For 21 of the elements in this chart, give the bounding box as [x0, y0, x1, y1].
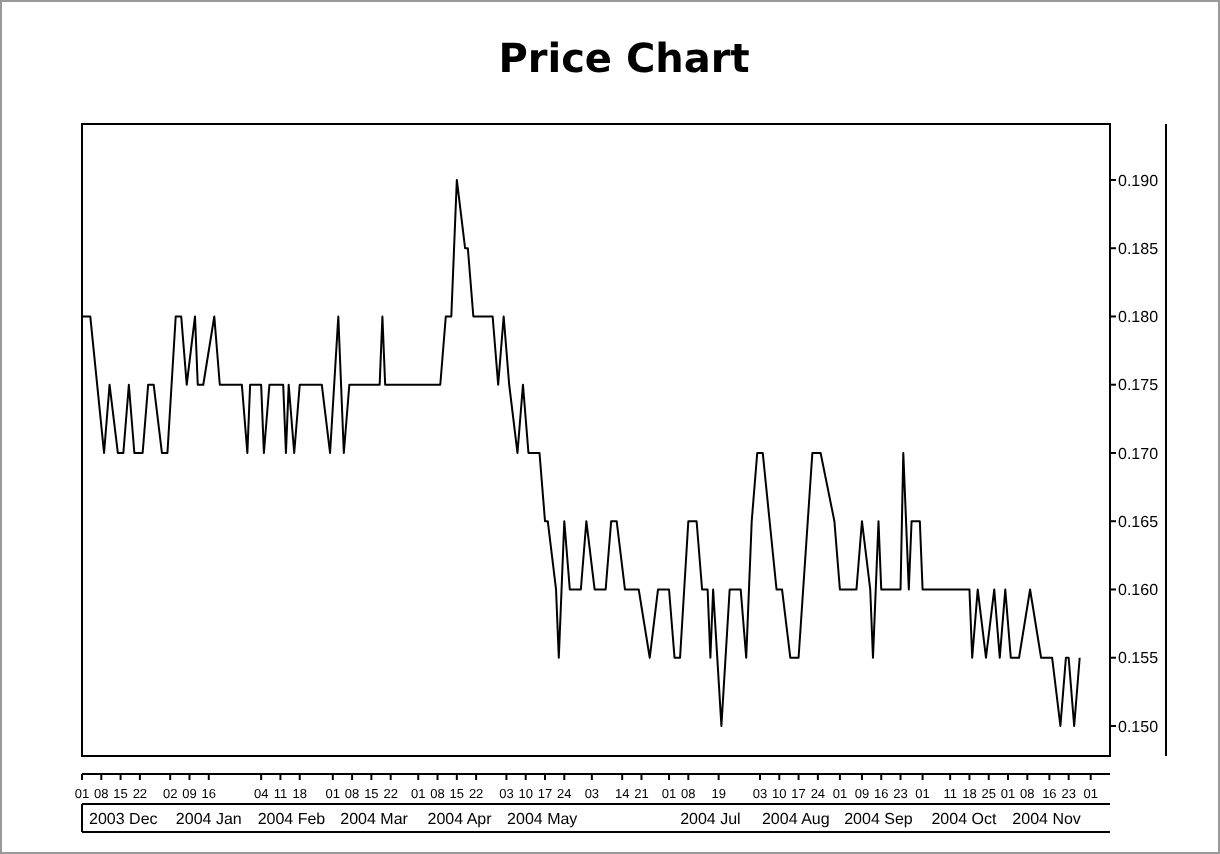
- y-tick-label: 0.180: [1118, 308, 1160, 327]
- y-tick-label: 0.190: [1118, 171, 1160, 190]
- x2-tick-label: 2003 Dec: [89, 810, 158, 828]
- x2-tick-label: 2004 Aug: [762, 810, 830, 828]
- x2-tick-label: 2004 Feb: [257, 810, 327, 828]
- y-tick-label: 0.150: [1118, 717, 1160, 736]
- y-tick-label: 0.160: [1118, 581, 1160, 600]
- x2-tick-label: 2004 Jul: [680, 810, 742, 828]
- y-tick-label: 0.170: [1118, 444, 1160, 463]
- x2-tick-label: 2004 Nov: [1012, 810, 1081, 828]
- x2-tick-label: 2004 May: [507, 810, 578, 828]
- y-tick-label: 0.185: [1118, 239, 1160, 258]
- chart-title: Price Chart: [498, 34, 751, 82]
- x2-tick-label: 2004 Oct: [931, 810, 998, 828]
- x2-tick-label: 2004 Jan: [175, 810, 242, 828]
- x2-tick-label: 2004 Apr: [427, 810, 493, 828]
- x2-tick-label: 2004 Sep: [844, 810, 914, 828]
- x2-tick-label: 2004 Mar: [340, 810, 409, 828]
- y-tick-label: 0.155: [1118, 649, 1160, 668]
- y-tick-label: 0.175: [1118, 376, 1160, 395]
- y-tick-label: 0.165: [1118, 512, 1160, 531]
